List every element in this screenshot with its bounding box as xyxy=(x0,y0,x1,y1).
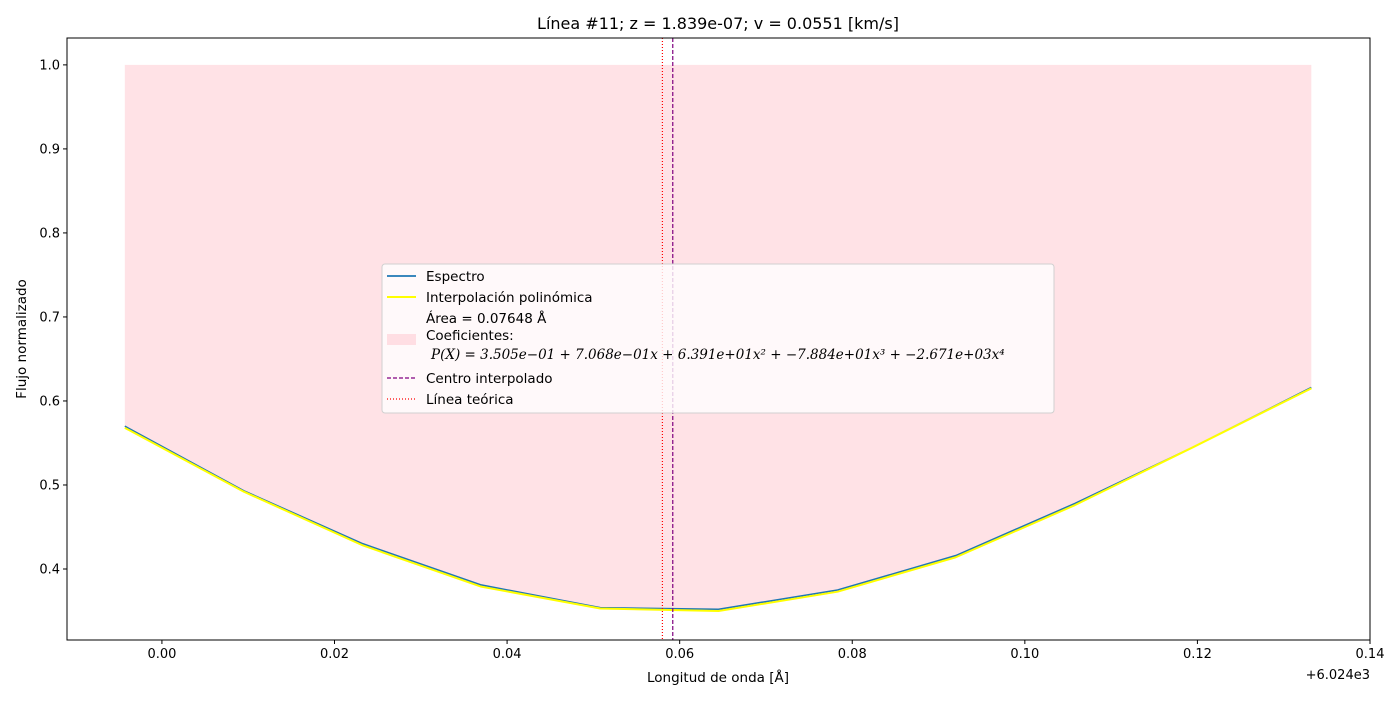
legend-box xyxy=(381,263,1055,414)
series-line-espectro xyxy=(124,386,1312,611)
legend-label-poly: P(X) = 3.505e−01 + 7.068e−01x + 6.391e+0… xyxy=(430,347,1005,363)
y-tick-label: 0.6 xyxy=(39,394,60,409)
legend-handle-fill xyxy=(387,334,416,345)
x-tick-label: 0.08 xyxy=(838,647,867,662)
x-tick-label: 0.02 xyxy=(320,647,349,662)
legend: Espectro Interpolación polinómica Área =… xyxy=(381,263,1055,414)
y-tick-label: 0.4 xyxy=(39,563,60,578)
legend-label-centro: Centro interpolado xyxy=(426,371,553,387)
x-tick-label: 0.06 xyxy=(665,647,694,662)
x-tick-label: 0.12 xyxy=(1183,647,1212,662)
x-tick-label: 0.00 xyxy=(147,647,176,662)
y-axis-label: Flujo normalizado xyxy=(14,279,30,399)
legend-label-coef: Coeficientes: xyxy=(426,328,514,344)
x-offset-label: +6.024e3 xyxy=(1306,668,1370,683)
legend-label-espectro: Espectro xyxy=(426,269,485,285)
plot-frame xyxy=(66,37,1371,641)
y-tick-label: 0.5 xyxy=(39,478,60,493)
series-line-interpolacion xyxy=(124,387,1312,613)
x-tick-label: 0.04 xyxy=(493,647,522,662)
chart-title: Línea #11; z = 1.839e-07; v = 0.0551 [km… xyxy=(537,14,899,33)
x-tick-label: 0.14 xyxy=(1356,647,1385,662)
legend-label-area: Área = 0.07648 Å xyxy=(426,310,547,327)
x-tick-label: 0.10 xyxy=(1010,647,1039,662)
y-tick-label: 0.7 xyxy=(39,310,60,325)
y-tick-label: 0.8 xyxy=(39,226,60,241)
legend-label-interpolacion: Interpolación polinómica xyxy=(426,290,593,306)
y-tick-label: 1.0 xyxy=(39,58,60,73)
y-tick-label: 0.9 xyxy=(39,142,60,157)
legend-label-teorica: Línea teórica xyxy=(426,392,514,408)
x-axis-label: Longitud de onda [Å] xyxy=(647,669,789,686)
